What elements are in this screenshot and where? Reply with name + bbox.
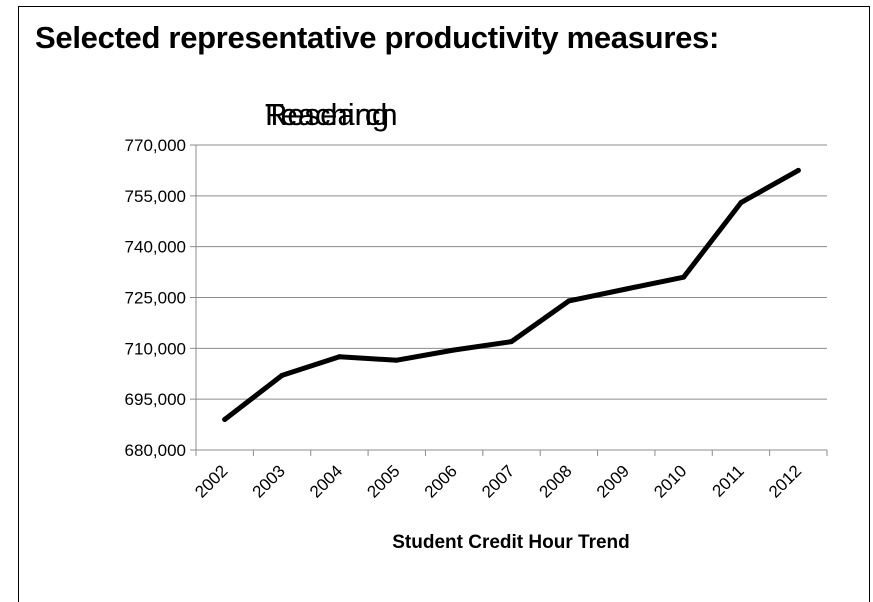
data-point [566,298,572,304]
x-axis-label: Student Credit Hour Trend [392,532,630,553]
overlap-title-2: Teaching [265,97,390,132]
series-group [222,167,801,422]
x-tick-label: 2006 [421,461,461,501]
data-point [279,372,285,378]
gridlines [196,144,827,400]
y-tick-label: 710,000 [125,339,186,358]
y-tick-label: 725,000 [125,289,186,308]
x-tick-label: 2010 [650,461,690,501]
y-tick-labels: 680,000 695,000 710,000 725,000 740,000 755,0… [125,136,186,460]
data-point [451,347,457,353]
y-tick-label: 695,000 [125,390,186,409]
data-point [509,339,514,345]
series-line [222,167,801,422]
chart-axes [190,144,828,456]
overlap-title-1: Research [265,97,398,132]
x-tick-label: 2005 [363,461,403,501]
x-tick-label: 2008 [536,461,576,501]
y-tick-label: 755,000 [125,187,186,206]
x-tick-label: 2002 [191,461,231,501]
x-tick-labels: 2002 2003 2004 2005 2006 2007 2008 2009 2010 2011… [191,461,805,501]
y-tick-label: 680,000 [125,441,186,460]
y-tick-label: 740,000 [125,238,186,257]
x-tick-label: 2003 [249,461,289,501]
y-tick-label: 770,000 [125,136,186,155]
data-point [336,354,342,360]
data-point [222,417,228,422]
data-point [795,167,801,173]
x-tick-label: 2007 [478,461,518,501]
x-tick-label: 2011 [708,461,747,500]
x-tick-label: 2012 [765,461,805,501]
x-tick-label: 2004 [306,461,346,501]
data-point [681,274,687,280]
slide-frame [18,6,870,602]
data-point [394,357,400,363]
slide-heading: Selected representative productivity mea… [35,20,719,55]
data-point [738,200,744,206]
data-point [623,286,629,292]
x-tick-label: 2009 [593,461,633,501]
